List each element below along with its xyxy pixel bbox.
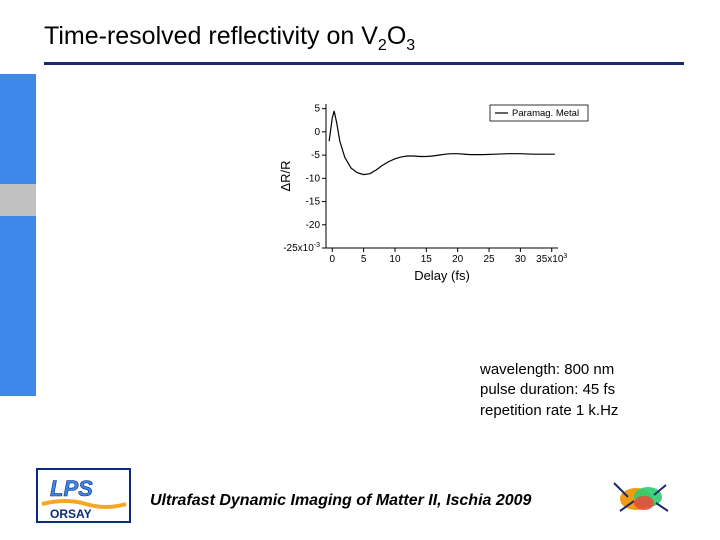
svg-text:ORSAY: ORSAY xyxy=(50,507,92,521)
svg-text:-10: -10 xyxy=(306,173,321,184)
experiment-params: wavelength: 800 nm pulse duration: 45 fs… xyxy=(480,360,618,421)
sidebar-segment xyxy=(0,216,36,396)
svg-text:-25x10-3: -25x10-3 xyxy=(283,242,320,254)
title-text: O xyxy=(387,22,406,50)
sidebar-segment xyxy=(0,184,36,216)
svg-text:LPS: LPS xyxy=(50,476,93,501)
svg-text:25: 25 xyxy=(483,254,495,265)
param-label: pulse duration: xyxy=(480,381,583,398)
svg-text:Paramag. Metal: Paramag. Metal xyxy=(512,108,579,119)
param-line: repetition rate 1 k.Hz xyxy=(480,401,618,421)
lps-logo-svg: LPS ORSAY xyxy=(36,468,131,523)
slide-title: Time-resolved reflectivity on V2O3 xyxy=(44,22,415,55)
sidebar-segment xyxy=(0,74,36,184)
title-underline xyxy=(44,62,684,65)
param-value: 45 fs xyxy=(583,381,616,398)
svg-text:30: 30 xyxy=(515,254,527,265)
title-sub: 3 xyxy=(406,37,415,54)
svg-text:-15: -15 xyxy=(306,197,321,208)
slide: Time-resolved reflectivity on V2O3 -25x1… xyxy=(0,0,720,540)
title-sub: 2 xyxy=(378,37,387,54)
svg-text:-5: -5 xyxy=(311,150,320,161)
param-line: wavelength: 800 nm xyxy=(480,360,618,380)
svg-text:Delay (fs): Delay (fs) xyxy=(414,268,470,283)
reflectivity-chart: -25x10-3 -20 -15 -10 -5 0 5 0 5 10 15 20 25 30 35x103 D… xyxy=(278,98,598,284)
svg-text:20: 20 xyxy=(452,254,464,265)
partner-logo xyxy=(608,477,678,519)
svg-text:5: 5 xyxy=(314,104,320,115)
sidebar-segment xyxy=(0,0,36,74)
partner-logo-svg xyxy=(608,477,678,519)
param-value: 1 k.Hz xyxy=(576,402,619,419)
chart-svg: -25x10-3 -20 -15 -10 -5 0 5 0 5 10 15 20 25 30 35x103 D… xyxy=(278,98,598,284)
svg-text:ΔR/R: ΔR/R xyxy=(278,160,293,191)
svg-text:-20: -20 xyxy=(306,220,321,231)
svg-text:10: 10 xyxy=(389,254,401,265)
sidebar xyxy=(0,0,36,540)
lps-orsay-logo: LPS ORSAY xyxy=(36,468,131,523)
param-label: repetition rate xyxy=(480,402,576,419)
title-text: Time-resolved reflectivity on V xyxy=(44,22,378,50)
svg-text:15: 15 xyxy=(421,254,433,265)
svg-text:35x103: 35x103 xyxy=(536,253,567,265)
sidebar-segment xyxy=(0,396,36,540)
param-line: pulse duration: 45 fs xyxy=(480,380,618,400)
svg-text:0: 0 xyxy=(314,127,320,138)
param-value: 800 nm xyxy=(564,361,614,378)
footer-text: Ultrafast Dynamic Imaging of Matter II, … xyxy=(150,492,531,510)
svg-text:5: 5 xyxy=(361,254,367,265)
svg-text:0: 0 xyxy=(329,254,335,265)
param-label: wavelength: xyxy=(480,361,564,378)
